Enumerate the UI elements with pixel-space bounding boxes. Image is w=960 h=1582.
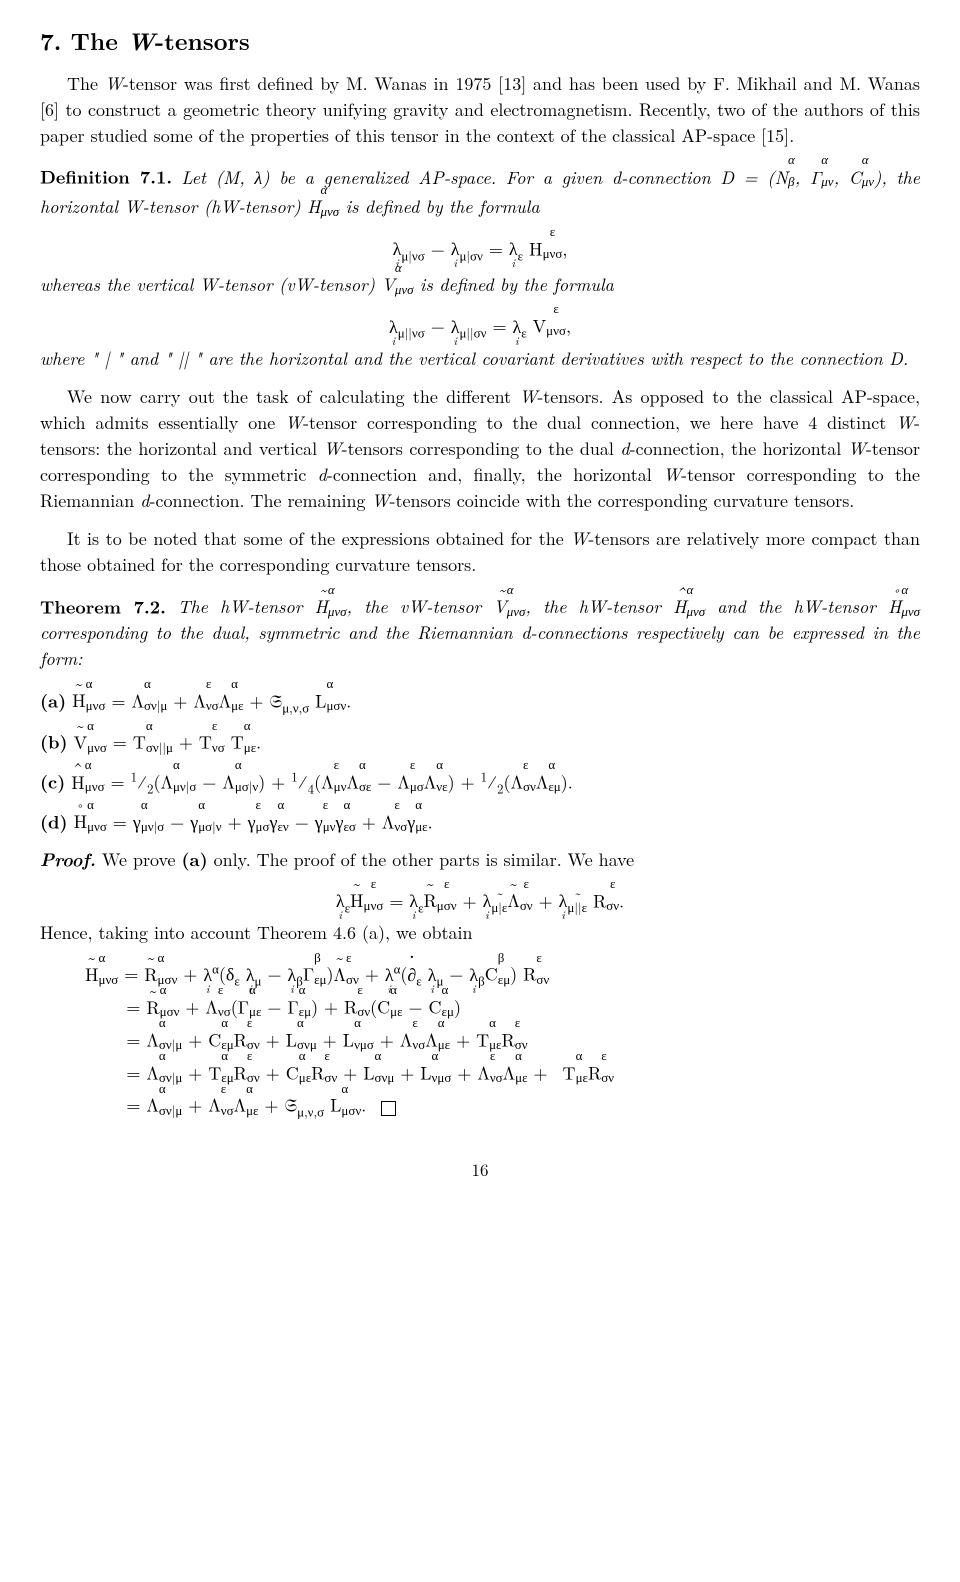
definition-body3: whereas the vertical W-tensor (vW-tensor… bbox=[40, 268, 920, 298]
proof-derivation: Hαμνσ = Rαμσν + λα(δε λμ − λβΓβεμ)Λεσν +… bbox=[85, 958, 920, 1121]
intro-paragraph: The W-tensor was first defined by M. Wan… bbox=[40, 71, 920, 149]
definition-7-1: Definition 7.1. Let (M, λ) be a generali… bbox=[40, 161, 920, 221]
page-number: 16 bbox=[40, 1157, 920, 1182]
definition-body5: where " | " and " || " are the horizonta… bbox=[40, 346, 920, 372]
section-number: 7. bbox=[40, 24, 61, 58]
definition-eq1: λμ|νσ − λμ|σν = λε Hεμνσ, bbox=[40, 233, 920, 263]
proof-label: Proof. bbox=[40, 845, 96, 872]
theorem-item-b: (b) Vαμνσ = Tασν||μ + Tενσ Tαμε. bbox=[40, 726, 920, 756]
theorem-label: Theorem 7.2. bbox=[40, 594, 166, 619]
proof-hence: Hence, taking into account Theorem 4.6 (… bbox=[40, 920, 920, 946]
paragraph-3: It is to be noted that some of the expre… bbox=[40, 526, 920, 578]
paragraph-2: We now carry out the task of calculating… bbox=[40, 384, 920, 514]
definition-body: Let (M, λ) be a generalized AP-space. Fo… bbox=[40, 165, 920, 220]
section-title: The W-tensors bbox=[71, 24, 250, 58]
definition-label: Definition 7.1. bbox=[40, 165, 172, 190]
proof-eq1: λεHεμνσ = λεRεμσν + λμ|εΛεσν + λμ||ε Rεσ… bbox=[40, 885, 920, 915]
theorem-item-a: (a) Hαμνσ = Λασν|μ + ΛενσΛαμε + 𝔖μ,ν,σ L… bbox=[40, 685, 920, 717]
qed-box bbox=[381, 1101, 396, 1116]
section-heading: 7. The W-tensors bbox=[40, 24, 920, 59]
definition-eq2: λμ||νσ − λμ||σν = λε Vεμνσ, bbox=[40, 310, 920, 340]
theorem-item-c: (c) Hαμνσ = 1⁄2(Λαμν|σ − Λαμσ|ν) + 1⁄4(Λ… bbox=[40, 766, 920, 796]
proof-opening: Proof. We prove (a) only. The proof of t… bbox=[40, 846, 920, 873]
theorem-item-d: (d) Hαμνσ = γαμν|σ − γαμσ|ν + γεμσγαεν −… bbox=[40, 806, 920, 836]
theorem-7-2: Theorem 7.2. The hW-tensor Hαμνσ, the vW… bbox=[40, 591, 920, 673]
theorem-body: The hW-tensor Hαμνσ, the vW-tensor Vαμνσ… bbox=[40, 594, 920, 671]
